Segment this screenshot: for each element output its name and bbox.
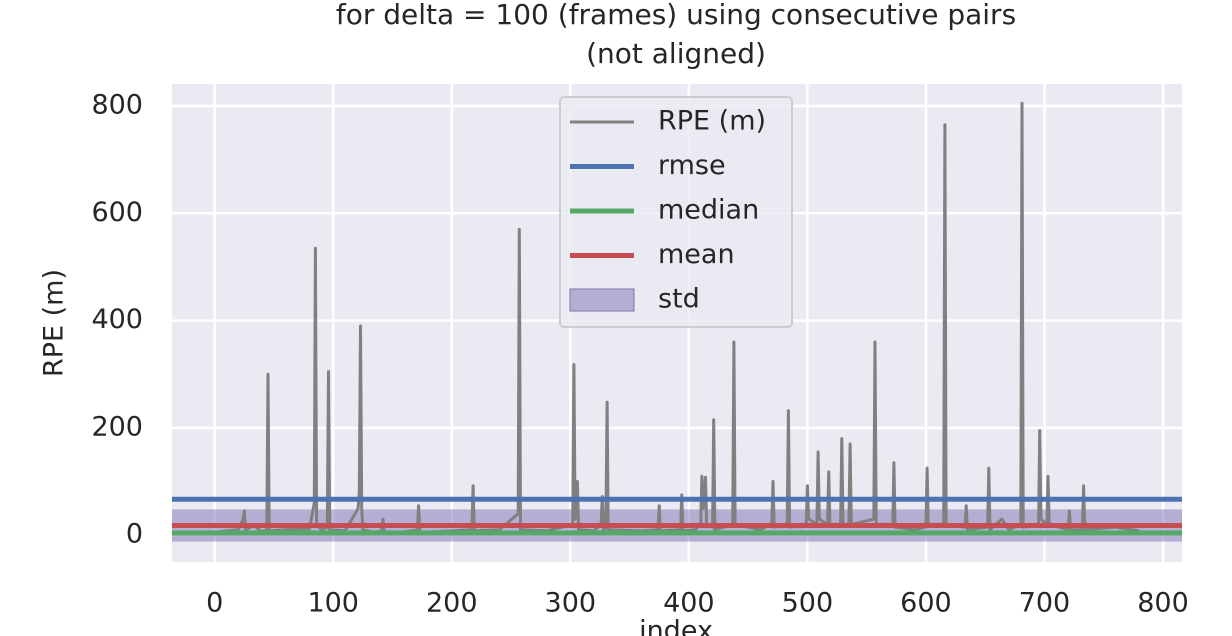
chart-title: (not aligned) bbox=[586, 37, 766, 70]
legend-box bbox=[559, 96, 793, 328]
legend: RPE (m) rmse median mean std bbox=[559, 96, 793, 328]
x-tick-label: 500 bbox=[782, 588, 834, 619]
y-tick-label: 800 bbox=[91, 89, 143, 120]
x-tick-label: 400 bbox=[663, 588, 715, 619]
chart-title: for delta = 100 (frames) using consecuti… bbox=[336, 0, 1016, 31]
x-tick-label: 800 bbox=[1137, 588, 1189, 619]
y-tick-label: 600 bbox=[91, 197, 143, 228]
legend-label: std bbox=[658, 284, 700, 315]
x-tick-label: 600 bbox=[900, 588, 952, 619]
legend-label: rmse bbox=[658, 150, 726, 181]
x-tick-label: 300 bbox=[545, 588, 597, 619]
x-tick-label: 200 bbox=[426, 588, 478, 619]
marks bbox=[172, 101, 1182, 542]
y-tick-label: 400 bbox=[91, 304, 143, 335]
x-tick-label: 0 bbox=[206, 588, 223, 619]
x-tick-label: 700 bbox=[1019, 588, 1071, 619]
y-tick-label: 0 bbox=[126, 519, 143, 550]
legend-label: median bbox=[658, 195, 759, 226]
legend-swatch bbox=[569, 288, 635, 312]
legend-label: mean bbox=[658, 239, 735, 270]
x-tick-label: 100 bbox=[307, 588, 359, 619]
y-axis-label: RPE (m) bbox=[39, 269, 70, 377]
legend-label: RPE (m) bbox=[658, 106, 766, 137]
y-tick-label: 200 bbox=[91, 411, 143, 442]
x-axis-label: index bbox=[639, 616, 713, 636]
